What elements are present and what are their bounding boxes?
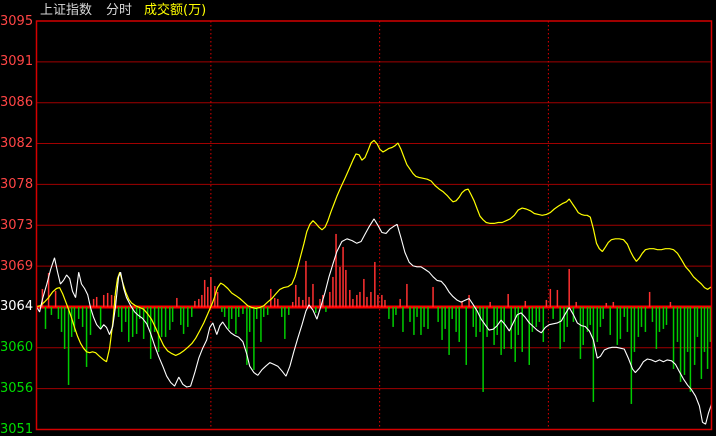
y-axis-label: 3091 — [0, 54, 34, 70]
turnover-amount-label: 成交额(万) — [144, 3, 207, 18]
y-axis-labels: 3095 3091 3086 3082 3078 3073 3069 3064 3060 3056… — [0, 0, 34, 436]
plot-border — [35, 20, 713, 431]
y-axis-label: 3060 — [0, 340, 34, 356]
y-axis-label: 3069 — [0, 258, 34, 274]
volume-bars — [41, 233, 712, 404]
avg-price-line — [36, 139, 712, 363]
y-axis-label: 3064 — [0, 299, 34, 315]
y-axis-label: 3078 — [0, 176, 34, 192]
y-axis-label: 3051 — [0, 422, 34, 436]
y-axis-label: 3086 — [0, 95, 34, 111]
chart-title: 上证指数 分时 成交额(万) — [40, 2, 206, 19]
y-axis-label: 3073 — [0, 217, 34, 233]
view-mode-label: 分时 — [106, 3, 133, 18]
index-name-label: 上证指数 — [40, 3, 93, 18]
y-axis-label: 3082 — [0, 136, 34, 152]
y-axis-label: 3056 — [0, 381, 34, 397]
grid-layer — [36, 61, 712, 390]
y-axis-label: 3095 — [0, 13, 34, 29]
price-line — [36, 218, 713, 425]
session-divider-layer — [210, 21, 549, 430]
